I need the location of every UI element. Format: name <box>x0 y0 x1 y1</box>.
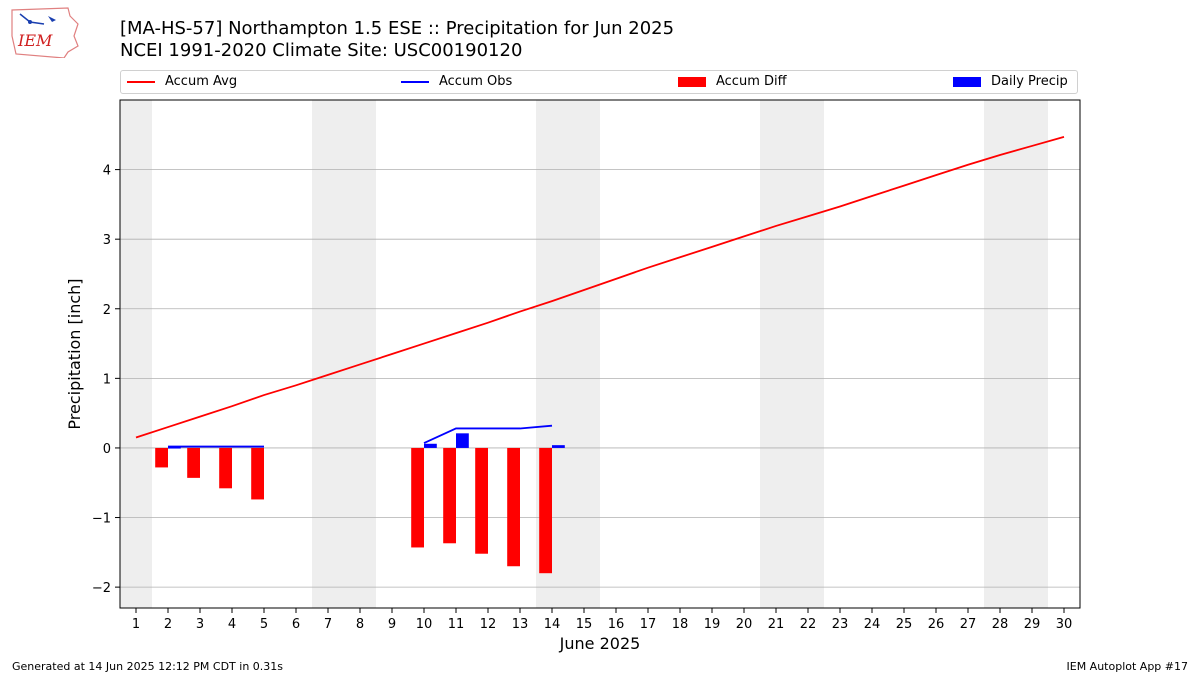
x-tick-label: 12 <box>480 617 497 632</box>
legend-item-daily-precip: Daily Precip <box>953 74 1068 89</box>
daily-precip-bar <box>424 443 437 448</box>
legend-swatch-accum-avg <box>127 80 155 83</box>
weekend-band-1 <box>312 100 376 608</box>
accum-diff-bar <box>443 447 456 544</box>
iem-logo-icon: IEM <box>11 7 79 58</box>
accum-diff-bar <box>251 447 264 500</box>
chart-legend: Accum Avg Accum Obs Accum Diff Daily Pre… <box>120 70 1078 94</box>
x-tick-label: 22 <box>800 617 817 632</box>
generated-timestamp: Generated at 14 Jun 2025 12:12 PM CDT in… <box>12 660 284 673</box>
y-tick-label: 2 <box>103 303 111 318</box>
title-line-2: NCEI 1991-2020 Climate Site: USC00190120 <box>120 40 523 61</box>
legend-swatch-accum-obs <box>401 80 429 83</box>
accum-diff-bar <box>507 447 520 567</box>
weekend-band-0 <box>120 100 152 608</box>
x-tick-label: 24 <box>864 617 881 632</box>
x-axis-label: June 2025 <box>559 634 641 653</box>
accum-diff-bar <box>475 447 488 554</box>
x-tick-label: 29 <box>1024 617 1041 632</box>
daily-precip-bar <box>168 446 181 449</box>
plot-frame <box>119 99 1081 609</box>
weekend-band-3 <box>760 100 824 608</box>
legend-item-accum-diff: Accum Diff <box>678 74 787 89</box>
y-tick-label: −2 <box>92 581 111 596</box>
x-tick-label: 7 <box>324 617 332 632</box>
accum-diff-bar <box>539 447 552 574</box>
accum-obs-line-1 <box>423 424 553 444</box>
x-tick-label: 26 <box>928 617 945 632</box>
legend-item-accum-obs: Accum Obs <box>401 74 512 89</box>
x-tick-label: 11 <box>448 617 465 632</box>
legend-swatch-accum-diff <box>678 76 706 87</box>
x-tick-label: 16 <box>608 617 625 632</box>
legend-item-accum-avg: Accum Avg <box>127 74 237 89</box>
y-axis-label: Precipitation [inch] <box>65 278 84 429</box>
weekend-band-4 <box>984 100 1048 608</box>
x-tick-label: 5 <box>260 617 268 632</box>
x-tick-label: 14 <box>544 617 561 632</box>
y-tick-label: 3 <box>103 233 111 248</box>
x-tick-label: 23 <box>832 617 849 632</box>
accum-diff-bar <box>219 447 232 489</box>
x-tick-label: 30 <box>1056 617 1073 632</box>
y-tick-label: 0 <box>103 442 111 457</box>
x-tick-label: 28 <box>992 617 1009 632</box>
legend-label-accum-avg: Accum Avg <box>165 74 238 89</box>
legend-label-accum-diff: Accum Diff <box>716 74 787 89</box>
x-tick-label: 3 <box>196 617 204 632</box>
daily-precip-bar <box>552 445 565 448</box>
x-tick-label: 1 <box>132 617 140 632</box>
x-tick-label: 2 <box>164 617 172 632</box>
y-tick-label: 4 <box>103 164 111 179</box>
accum-diff-bar <box>187 447 200 478</box>
y-tick-label: 1 <box>103 372 111 387</box>
legend-label-accum-obs: Accum Obs <box>439 74 513 89</box>
app-label: IEM Autoplot App #17 <box>1066 660 1189 673</box>
title-line-1: [MA-HS-57] Northampton 1.5 ESE :: Precip… <box>120 18 675 39</box>
x-tick-label: 27 <box>960 617 977 632</box>
x-tick-label: 10 <box>416 617 433 632</box>
x-tick-label: 8 <box>356 617 364 632</box>
y-tick-label: −1 <box>92 512 111 527</box>
accum-diff-bar <box>155 447 168 468</box>
x-tick-label: 17 <box>640 617 657 632</box>
x-tick-label: 25 <box>896 617 913 632</box>
accum-avg-line <box>135 136 1065 439</box>
logo-text: IEM <box>17 31 53 50</box>
x-tick-label: 20 <box>736 617 753 632</box>
x-tick-label: 18 <box>672 617 689 632</box>
accum-diff-bar <box>411 447 424 548</box>
x-tick-label: 13 <box>512 617 529 632</box>
chart-title: [MA-HS-57] Northampton 1.5 ESE :: Precip… <box>120 18 674 62</box>
x-tick-label: 15 <box>576 617 593 632</box>
x-tick-label: 6 <box>292 617 300 632</box>
legend-swatch-daily-precip <box>953 76 981 87</box>
x-tick-label: 21 <box>768 617 785 632</box>
x-tick-label: 4 <box>228 617 236 632</box>
legend-label-daily-precip: Daily Precip <box>991 74 1068 89</box>
daily-precip-bar <box>456 433 469 448</box>
x-tick-label: 9 <box>388 617 396 632</box>
x-tick-label: 19 <box>704 617 721 632</box>
